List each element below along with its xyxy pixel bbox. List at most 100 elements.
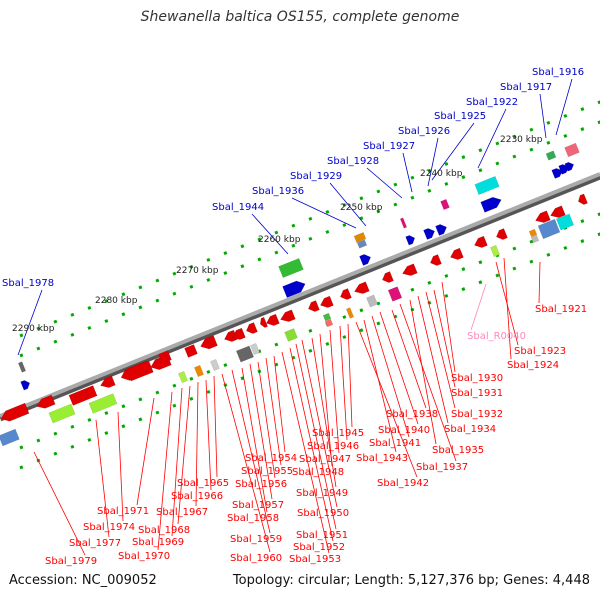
tick-mark	[597, 100, 600, 105]
tick-mark	[223, 363, 228, 368]
reverse-gene	[266, 313, 280, 326]
reverse-gene	[232, 327, 246, 340]
tick-mark	[223, 271, 228, 276]
tick-mark	[410, 175, 415, 180]
forward-gene	[564, 162, 575, 172]
reverse-gene	[496, 228, 508, 240]
reverse-gene	[402, 263, 418, 276]
tick-mark	[342, 335, 347, 340]
scale-label: 2250 kbp	[340, 203, 383, 213]
tick-mark	[240, 264, 245, 269]
gene-label-top: Sbal_1978	[2, 278, 54, 289]
tick-mark	[70, 312, 75, 317]
tick-mark	[206, 278, 211, 282]
tick-mark	[529, 239, 534, 244]
tick-mark	[393, 182, 398, 187]
tick-mark	[291, 243, 296, 248]
gene-label-bottom: Sbal_1943	[356, 453, 408, 464]
gene-label-bottom: Sbal_1934	[444, 424, 496, 435]
tick-mark	[325, 210, 330, 214]
tick-mark	[597, 232, 600, 237]
tick-mark	[495, 273, 500, 278]
leader-line	[339, 325, 348, 441]
reverse-gene-box	[126, 360, 154, 382]
gene-label-top: Sbal_1936	[252, 186, 304, 197]
reverse-gene-box	[68, 385, 98, 406]
tick-mark	[529, 127, 534, 132]
tick-mark	[274, 342, 279, 347]
leader-line	[311, 337, 337, 488]
gene-magenta	[387, 286, 403, 302]
leader-line	[249, 363, 273, 500]
tick-mark	[36, 326, 41, 331]
gene-label-bottom: Sbal_1958	[227, 513, 279, 524]
tick-mark	[563, 246, 568, 250]
leader-line	[366, 167, 403, 199]
tick-mark	[376, 321, 381, 326]
forward-gene	[423, 228, 435, 240]
gene-lightgrey	[250, 342, 260, 356]
reverse-gene	[308, 300, 320, 312]
tick-mark	[189, 264, 194, 269]
leader-line	[402, 152, 413, 193]
forward-gene	[435, 224, 447, 236]
leader-line	[171, 387, 183, 537]
leader-line	[291, 197, 357, 229]
leader-line	[417, 295, 449, 424]
leader-line	[231, 369, 271, 534]
leader-line	[319, 333, 333, 467]
tick-mark	[308, 348, 313, 353]
gene-lightgrey	[366, 294, 378, 308]
leader-line	[95, 419, 110, 538]
gene-label-bottom: Sbal_1938	[386, 409, 438, 420]
gene-label-bottom: Sbal_1960	[230, 553, 282, 564]
tick-mark	[257, 237, 262, 242]
gene-magenta	[440, 198, 450, 211]
reverse-gene	[100, 375, 116, 388]
leader-line	[301, 339, 338, 508]
gene-label-top: Sbal_1944	[212, 202, 264, 213]
tick-mark	[444, 162, 449, 166]
tick-mark	[597, 212, 600, 217]
tick-mark	[444, 274, 449, 278]
tick-mark	[155, 390, 160, 395]
tick-mark	[512, 266, 517, 271]
reverse-gene	[354, 281, 370, 294]
tick-mark	[529, 147, 534, 152]
tick-mark	[121, 312, 126, 317]
forward-gene	[282, 280, 306, 299]
tick-mark	[172, 271, 177, 276]
gene-label-bottom: Sbal_1948	[292, 467, 344, 478]
forward-gene	[359, 254, 371, 266]
gene-label-top: Sbal_1927	[363, 141, 415, 152]
reverse-gene	[577, 193, 588, 205]
reverse-gene	[246, 322, 258, 334]
leader-line	[177, 385, 191, 525]
tick-mark	[155, 410, 160, 415]
forward-gene	[20, 380, 31, 391]
tick-mark	[580, 127, 585, 132]
gene-lime	[88, 393, 118, 414]
tick-mark	[478, 280, 483, 285]
gene-label-top: Sbal_1926	[398, 126, 450, 137]
gene-label-bottom: Sbal_1949	[296, 488, 348, 499]
gene-label-bottom: Sbal_1945	[312, 428, 364, 439]
map-title: Shewanella baltica OS155, complete genom…	[140, 9, 460, 25]
tick-mark	[70, 424, 75, 429]
leader-line	[289, 347, 334, 542]
gene-label-bottom: Sbal_1953	[289, 554, 341, 565]
tick-mark	[206, 370, 211, 374]
leader-line	[555, 78, 573, 136]
tick-mark	[580, 239, 585, 244]
tick-mark	[36, 438, 41, 443]
tick-mark	[342, 223, 347, 228]
gene-lime-small	[490, 244, 500, 258]
tick-mark	[53, 431, 58, 436]
leader-line	[371, 315, 410, 438]
gene-lime	[48, 403, 76, 424]
tick-mark	[155, 278, 160, 283]
tick-mark	[19, 465, 24, 470]
tick-mark	[546, 252, 551, 257]
tick-mark	[461, 175, 466, 180]
forward-gene	[480, 197, 502, 213]
